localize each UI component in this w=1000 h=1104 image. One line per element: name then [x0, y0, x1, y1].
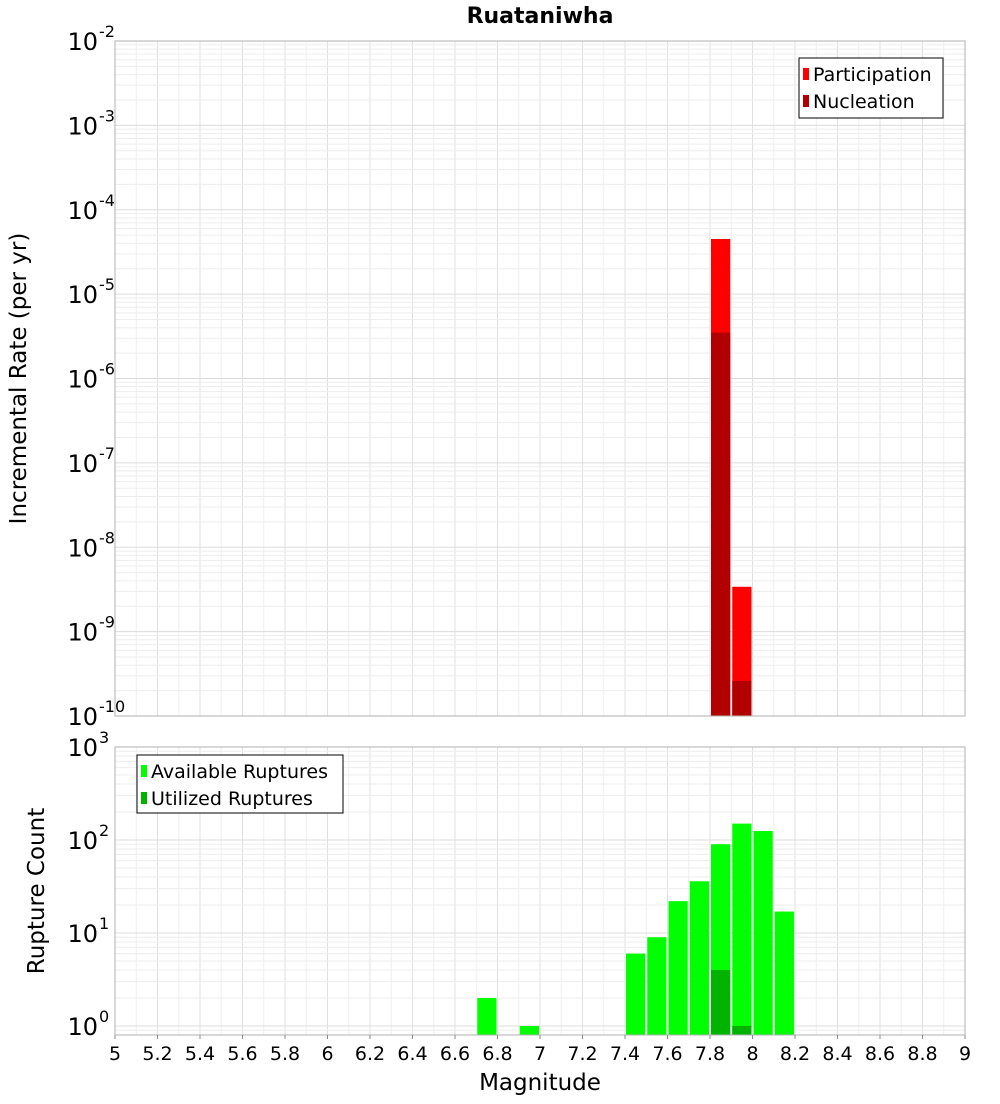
legend-label: Utilized Ruptures [151, 788, 313, 810]
y-tick-exponent: -9 [99, 613, 115, 632]
y-tick-label: 10 [67, 619, 98, 647]
y-tick-label: 10 [67, 28, 98, 56]
y-tick-base: 10 [67, 703, 98, 731]
legend-label: Nucleation [813, 91, 915, 113]
x-tick-label: 7 [534, 1043, 546, 1065]
x-tick-label: 7.2 [567, 1043, 597, 1065]
bar-available-ruptures [689, 881, 709, 1035]
y-tick-base: 10 [67, 28, 98, 56]
legend-label: Available Ruptures [151, 761, 328, 783]
y-tick-exponent: -3 [99, 106, 115, 125]
y-tick-label: 10 [67, 703, 98, 731]
y-tick-exponent: 2 [99, 821, 109, 840]
legend-box [136, 754, 344, 814]
y-tick-base: 10 [67, 112, 98, 140]
y-tick-exponent: 1 [99, 914, 109, 933]
x-tick-label: 8 [746, 1043, 758, 1065]
bar-available-ruptures [626, 953, 646, 1035]
y-tick-label: 10 [67, 197, 98, 225]
y-tick-label: 10 [67, 366, 98, 394]
legend-swatch [141, 792, 147, 804]
legend-swatch [141, 765, 147, 777]
y-tick-base: 10 [67, 534, 98, 562]
y-tick-label: 10 [67, 1013, 98, 1041]
legend-box [798, 57, 944, 119]
y-tick-base: 10 [67, 366, 98, 394]
x-tick-label: 8.6 [865, 1043, 895, 1065]
y-tick-base: 10 [67, 619, 98, 647]
x-tick-label: 5.4 [185, 1043, 215, 1065]
y-axis-label: Rupture Count [24, 808, 50, 974]
legend-swatch [803, 95, 809, 107]
y-tick-label: 10 [67, 112, 98, 140]
bar-nucleation [732, 680, 752, 716]
x-tick-label: 5.8 [270, 1043, 300, 1065]
x-tick-label: 8.2 [780, 1043, 810, 1065]
y-tick-base: 10 [67, 734, 98, 762]
y-axis-label: Incremental Rate (per yr) [6, 233, 32, 525]
bar-available-ruptures [732, 823, 752, 1035]
legend-swatch [803, 68, 809, 80]
bar-available-ruptures [647, 937, 667, 1035]
x-tick-label: 6.6 [440, 1043, 470, 1065]
y-tick-base: 10 [67, 450, 98, 478]
y-tick-label: 10 [67, 281, 98, 309]
x-axis-label: Magnitude [479, 1070, 601, 1096]
x-tick-label: 7.4 [610, 1043, 640, 1065]
plot-frame-1 [114, 40, 966, 717]
y-tick-base: 10 [67, 827, 98, 855]
x-tick-label: 8.4 [822, 1043, 852, 1065]
chart-title: Ruataniwha [467, 4, 614, 29]
x-tick-label: 5.2 [142, 1043, 172, 1065]
x-tick-label: 8.8 [907, 1043, 937, 1065]
bar-available-ruptures [519, 1025, 539, 1035]
bar-available-ruptures [668, 901, 688, 1035]
y-tick-label: 10 [67, 827, 98, 855]
y-tick-exponent: -10 [99, 697, 125, 716]
bar-utilized-ruptures [711, 969, 731, 1035]
y-tick-exponent: -8 [99, 528, 115, 547]
x-tick-label: 6.2 [355, 1043, 385, 1065]
y-tick-label: 10 [67, 450, 98, 478]
y-tick-label: 10 [67, 920, 98, 948]
y-tick-label: 10 [67, 734, 98, 762]
x-tick-label: 9 [959, 1043, 971, 1065]
y-tick-exponent: 0 [99, 1007, 109, 1026]
y-tick-exponent: -6 [99, 360, 115, 379]
y-tick-exponent: 3 [99, 728, 109, 747]
y-tick-exponent: -4 [99, 191, 115, 210]
bar-available-ruptures [774, 911, 794, 1035]
y-tick-base: 10 [67, 197, 98, 225]
y-tick-base: 10 [67, 920, 98, 948]
legend-label: Participation [813, 64, 932, 86]
bar-available-ruptures [753, 830, 773, 1035]
x-tick-label: 6 [321, 1043, 333, 1065]
x-tick-label: 5 [109, 1043, 121, 1065]
x-tick-label: 6.8 [482, 1043, 512, 1065]
y-tick-base: 10 [67, 1013, 98, 1041]
x-tick-label: 5.6 [227, 1043, 257, 1065]
x-tick-label: 6.4 [397, 1043, 427, 1065]
y-tick-label: 10 [67, 534, 98, 562]
y-tick-exponent: -2 [99, 22, 115, 41]
bar-nucleation [711, 332, 731, 716]
bar-utilized-ruptures [732, 1025, 752, 1035]
y-tick-base: 10 [67, 281, 98, 309]
bar-available-ruptures [477, 997, 497, 1035]
y-tick-exponent: -5 [99, 275, 115, 294]
y-tick-exponent: -7 [99, 444, 115, 463]
x-tick-label: 7.6 [652, 1043, 682, 1065]
x-tick-label: 7.8 [695, 1043, 725, 1065]
